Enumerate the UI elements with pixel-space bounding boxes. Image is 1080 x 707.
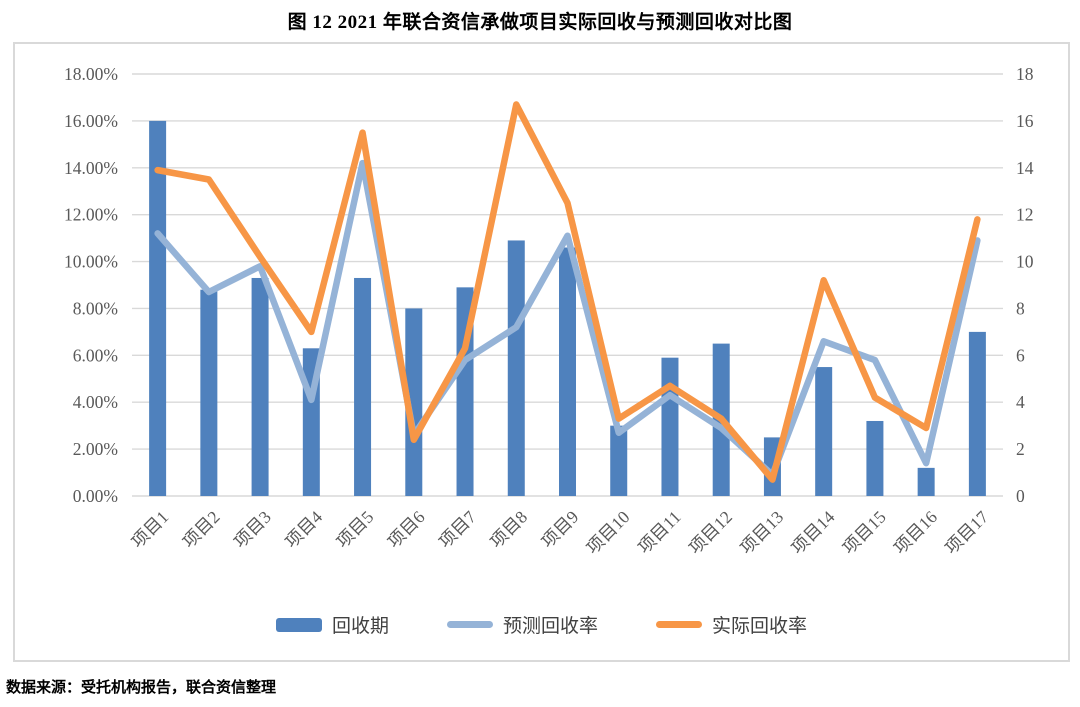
left-axis-tick-label: 16.00% (64, 111, 118, 131)
right-axis-tick-label: 18 (1016, 64, 1034, 84)
bar (251, 277, 269, 496)
left-axis-tick-label: 10.00% (64, 252, 118, 272)
legend-item-payback: 回收期 (275, 611, 389, 638)
legend-label-payback: 回收期 (331, 616, 389, 637)
bar (815, 367, 833, 496)
x-axis-category-label: 项目3 (230, 507, 275, 552)
x-axis-category-label: 项目10 (582, 507, 633, 558)
legend-swatch-actual (656, 621, 702, 628)
x-axis-category-label: 项目16 (890, 507, 941, 558)
bar (354, 277, 372, 496)
bar (610, 425, 628, 496)
right-axis-tick-label: 14 (1016, 158, 1034, 178)
bar (507, 240, 525, 496)
x-axis-category-label: 项目2 (179, 507, 224, 552)
left-axis-tick-label: 4.00% (73, 392, 118, 412)
page-title: 图 12 2021 年联合资信承做项目实际回收与预测回收对比图 (287, 12, 793, 33)
bar (149, 120, 167, 496)
left-axis-tick-label: 6.00% (73, 345, 118, 365)
legend-swatch-forecast (446, 621, 493, 628)
x-axis-category-label: 项目13 (736, 507, 787, 558)
x-axis-category-label: 项目8 (486, 507, 531, 552)
left-axis-tick-label: 0.00% (73, 486, 118, 506)
bar (917, 467, 935, 496)
legend-swatch-payback (275, 617, 322, 632)
legend-label-actual: 实际回收率 (712, 616, 808, 637)
right-axis-tick-label: 2 (1016, 439, 1025, 459)
right-axis-tick-label: 0 (1016, 486, 1025, 506)
right-axis-tick-label: 6 (1016, 345, 1025, 365)
left-axis-tick-label: 18.00% (64, 64, 118, 84)
x-axis-category-label: 项目11 (634, 507, 685, 558)
right-axis-tick-label: 4 (1016, 392, 1025, 412)
left-axis-tick-label: 12.00% (64, 205, 118, 225)
bar (200, 289, 218, 496)
right-axis-tick-label: 10 (1016, 252, 1034, 272)
x-axis-category-label: 项目9 (537, 507, 582, 552)
left-axis-tick-label: 14.00% (64, 158, 118, 178)
legend-label-forecast: 预测回收率 (502, 616, 598, 637)
x-axis-category-label: 项目17 (941, 507, 992, 558)
chart-frame: 18.00% 18 16.00% 16 14.00% 14 12.00% 12 10.00% 10… (13, 42, 1070, 662)
x-axis-category-label: 项目5 (332, 507, 377, 552)
right-axis-tick-label: 12 (1016, 205, 1034, 225)
bar (559, 247, 576, 496)
legend-item-forecast: 预测回收率 (446, 611, 598, 638)
actual-line (154, 101, 981, 483)
combo-chart-canvas: 18.00% 18 16.00% 16 14.00% 14 12.00% 12 10.00% 10… (64, 64, 1034, 558)
x-axis-category-label: 项目1 (127, 507, 172, 552)
right-axis-tick-label: 16 (1016, 111, 1034, 131)
data-source-note: 数据来源：受托机构报告，联合资信整理 (6, 680, 277, 696)
x-axis-category-label: 项目7 (435, 507, 480, 552)
forecast-line (154, 159, 981, 479)
bar (866, 420, 884, 496)
x-axis-category-label: 项目14 (787, 507, 838, 558)
left-axis-tick-label: 2.00% (73, 439, 118, 459)
legend-item-actual: 实际回收率 (656, 611, 807, 638)
x-axis-category-label: 项目12 (685, 507, 736, 558)
chart-legend: 回收期 预测回收率 实际回收率 (15, 611, 1068, 638)
bar (405, 308, 423, 496)
x-axis-category-label: 项目15 (838, 507, 889, 558)
bar (968, 331, 986, 496)
x-axis-category-label: 项目4 (281, 507, 326, 552)
bar (661, 357, 679, 496)
left-axis-tick-label: 8.00% (73, 298, 118, 318)
x-axis-category-label: 项目6 (384, 507, 429, 552)
right-axis-tick-label: 8 (1016, 298, 1025, 318)
